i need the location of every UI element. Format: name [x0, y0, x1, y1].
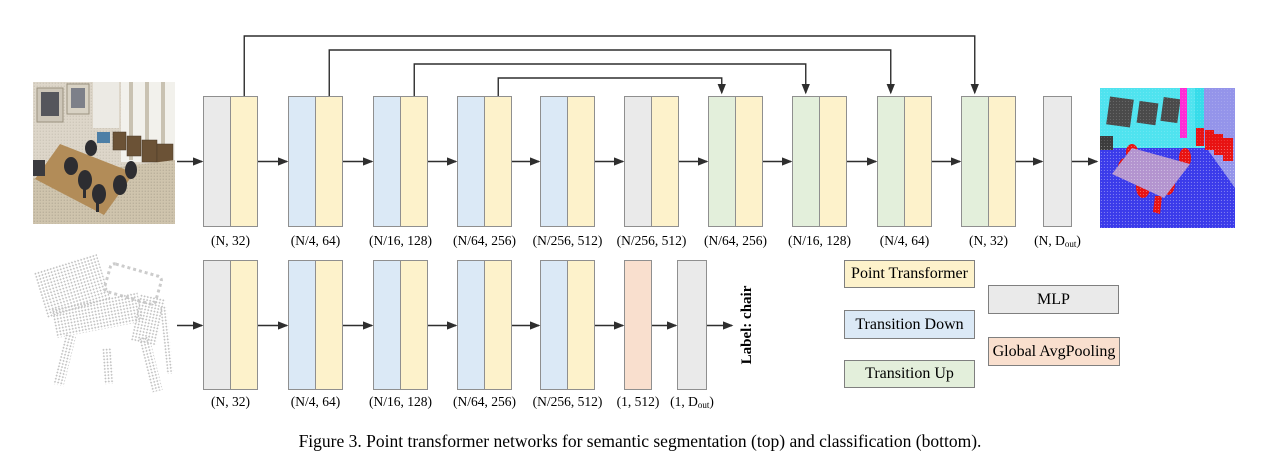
table-chairs: [64, 140, 137, 212]
point-transformer-cell: [651, 97, 678, 226]
top-block-9: [877, 96, 932, 227]
transition-up-cell: [709, 97, 735, 226]
bottom-block-4-label: (N/64, 256): [453, 394, 516, 409]
point-transformer-cell: [567, 97, 594, 226]
top-block-9-label: (N/4, 64): [879, 233, 930, 248]
top-block-11-label: (N, Dout): [1034, 233, 1081, 249]
bottom-block-3: [373, 260, 428, 390]
legend-global-avgpooling: Global AvgPooling: [988, 337, 1120, 366]
wall-chairs: [112, 131, 174, 171]
legend-point-transformer: Point Transformer: [844, 260, 975, 288]
mlp-cell: [1044, 97, 1071, 226]
point-transformer-cell: [230, 97, 257, 226]
transition-down-cell: [374, 261, 400, 389]
top-block-7: [708, 96, 763, 227]
legend-mlp: MLP: [988, 285, 1119, 314]
bottom-block-1: [203, 260, 258, 390]
point-transformer-cell: [230, 261, 257, 389]
top-block-3-label: (N/16, 128): [369, 233, 432, 248]
point-transformer-cell: [400, 97, 427, 226]
top-block-4-label: (N/64, 256): [453, 233, 516, 248]
transition-down-cell: [541, 261, 567, 389]
top-block-10-label: (N, 32): [969, 233, 1008, 248]
input-room-image: [33, 82, 175, 224]
top-block-11: [1043, 96, 1072, 227]
bottom-block-3-label: (N/16, 128): [369, 394, 432, 409]
bottom-block-4: [457, 260, 512, 390]
top-block-1: [203, 96, 258, 227]
top-block-7-label: (N/64, 256): [704, 233, 767, 248]
point-transformer-cell: [735, 97, 762, 226]
chair-leg-points: [138, 335, 163, 393]
top-block-3: [373, 96, 428, 227]
mlp-cell: [204, 261, 230, 389]
transition-up-cell: [962, 97, 988, 226]
transition-up-cell: [793, 97, 819, 226]
top-block-8-label: (N/16, 128): [788, 233, 851, 248]
point-transformer-cell: [400, 261, 427, 389]
transition-down-cell: [289, 97, 315, 226]
output-segmentation-image: [1100, 88, 1235, 228]
point-transformer-cell: [904, 97, 931, 226]
top-block-4: [457, 96, 512, 227]
top-block-6: [624, 96, 679, 227]
top-block-10: [961, 96, 1016, 227]
bottom-block-6-label: (1, 512): [616, 394, 660, 409]
classification-output-label: Label: chair: [739, 285, 755, 365]
mlp-cell: [678, 261, 706, 389]
transition-down-cell: [458, 97, 484, 226]
input-chair-image: [33, 253, 175, 396]
transition-down-cell: [374, 97, 400, 226]
point-transformer-cell: [315, 97, 342, 226]
point-transformer-cell: [484, 261, 511, 389]
top-block-6-label: (N/256, 512): [616, 233, 687, 248]
legend-transition-up: Transition Up: [844, 360, 975, 388]
bottom-block-6: [624, 260, 652, 390]
point-transformer-cell: [988, 97, 1015, 226]
bottom-block-5-label: (N/256, 512): [532, 394, 603, 409]
bottom-block-2: [288, 260, 343, 390]
bottom-block-1-label: (N, 32): [211, 394, 250, 409]
transition-up-cell: [878, 97, 904, 226]
top-block-1-label: (N, 32): [211, 233, 250, 248]
point-transformer-cell: [484, 97, 511, 226]
point-transformer-cell: [819, 97, 846, 226]
bottom-block-7: [677, 260, 707, 390]
top-block-8: [792, 96, 847, 227]
legend-transition-down: Transition Down: [844, 310, 975, 339]
top-block-5-label: (N/256, 512): [532, 233, 603, 248]
chair-leg-points: [159, 305, 174, 375]
bottom-block-5: [540, 260, 595, 390]
global-avgpooling-cell: [625, 261, 651, 389]
mlp-cell: [625, 97, 651, 226]
top-block-2-label: (N/4, 64): [290, 233, 341, 248]
transition-down-cell: [541, 97, 567, 226]
top-block-2: [288, 96, 343, 227]
figure-caption: Figure 3. Point transformer networks for…: [298, 431, 982, 451]
point-transformer-cell: [567, 261, 594, 389]
chair-leg-points: [101, 347, 115, 385]
bottom-block-2-label: (N/4, 64): [290, 394, 341, 409]
top-block-5: [540, 96, 595, 227]
point-transformer-cell: [315, 261, 342, 389]
transition-down-cell: [289, 261, 315, 389]
chair-leg-points: [52, 333, 77, 387]
bottom-block-7-label: (1, Dout): [670, 394, 714, 410]
mlp-cell: [204, 97, 230, 226]
transition-down-cell: [458, 261, 484, 389]
